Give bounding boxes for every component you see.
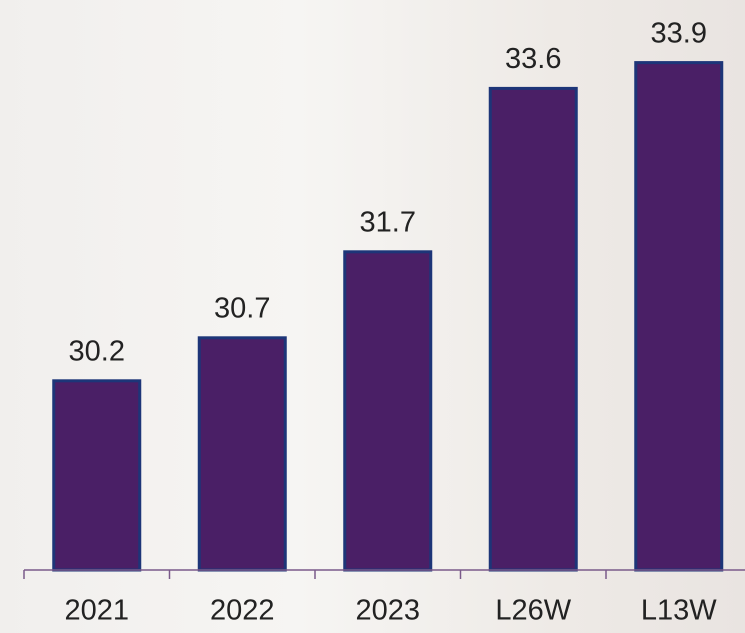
data-label: 33.6 bbox=[505, 43, 561, 75]
data-label: 30.7 bbox=[214, 292, 270, 324]
bar bbox=[488, 86, 578, 572]
x-tick-label: 2022 bbox=[210, 595, 275, 627]
bar bbox=[52, 379, 142, 572]
bar bbox=[634, 61, 724, 572]
bar bbox=[343, 250, 433, 572]
x-tick-label: L26W bbox=[495, 595, 571, 627]
x-tick-label: 2023 bbox=[355, 595, 420, 627]
data-label: 31.7 bbox=[360, 206, 416, 238]
x-tick-label: 2021 bbox=[64, 595, 129, 627]
data-label: 30.2 bbox=[69, 335, 125, 367]
x-tick-label: L13W bbox=[641, 595, 717, 627]
data-label: 33.9 bbox=[651, 17, 707, 49]
bar bbox=[197, 336, 287, 572]
